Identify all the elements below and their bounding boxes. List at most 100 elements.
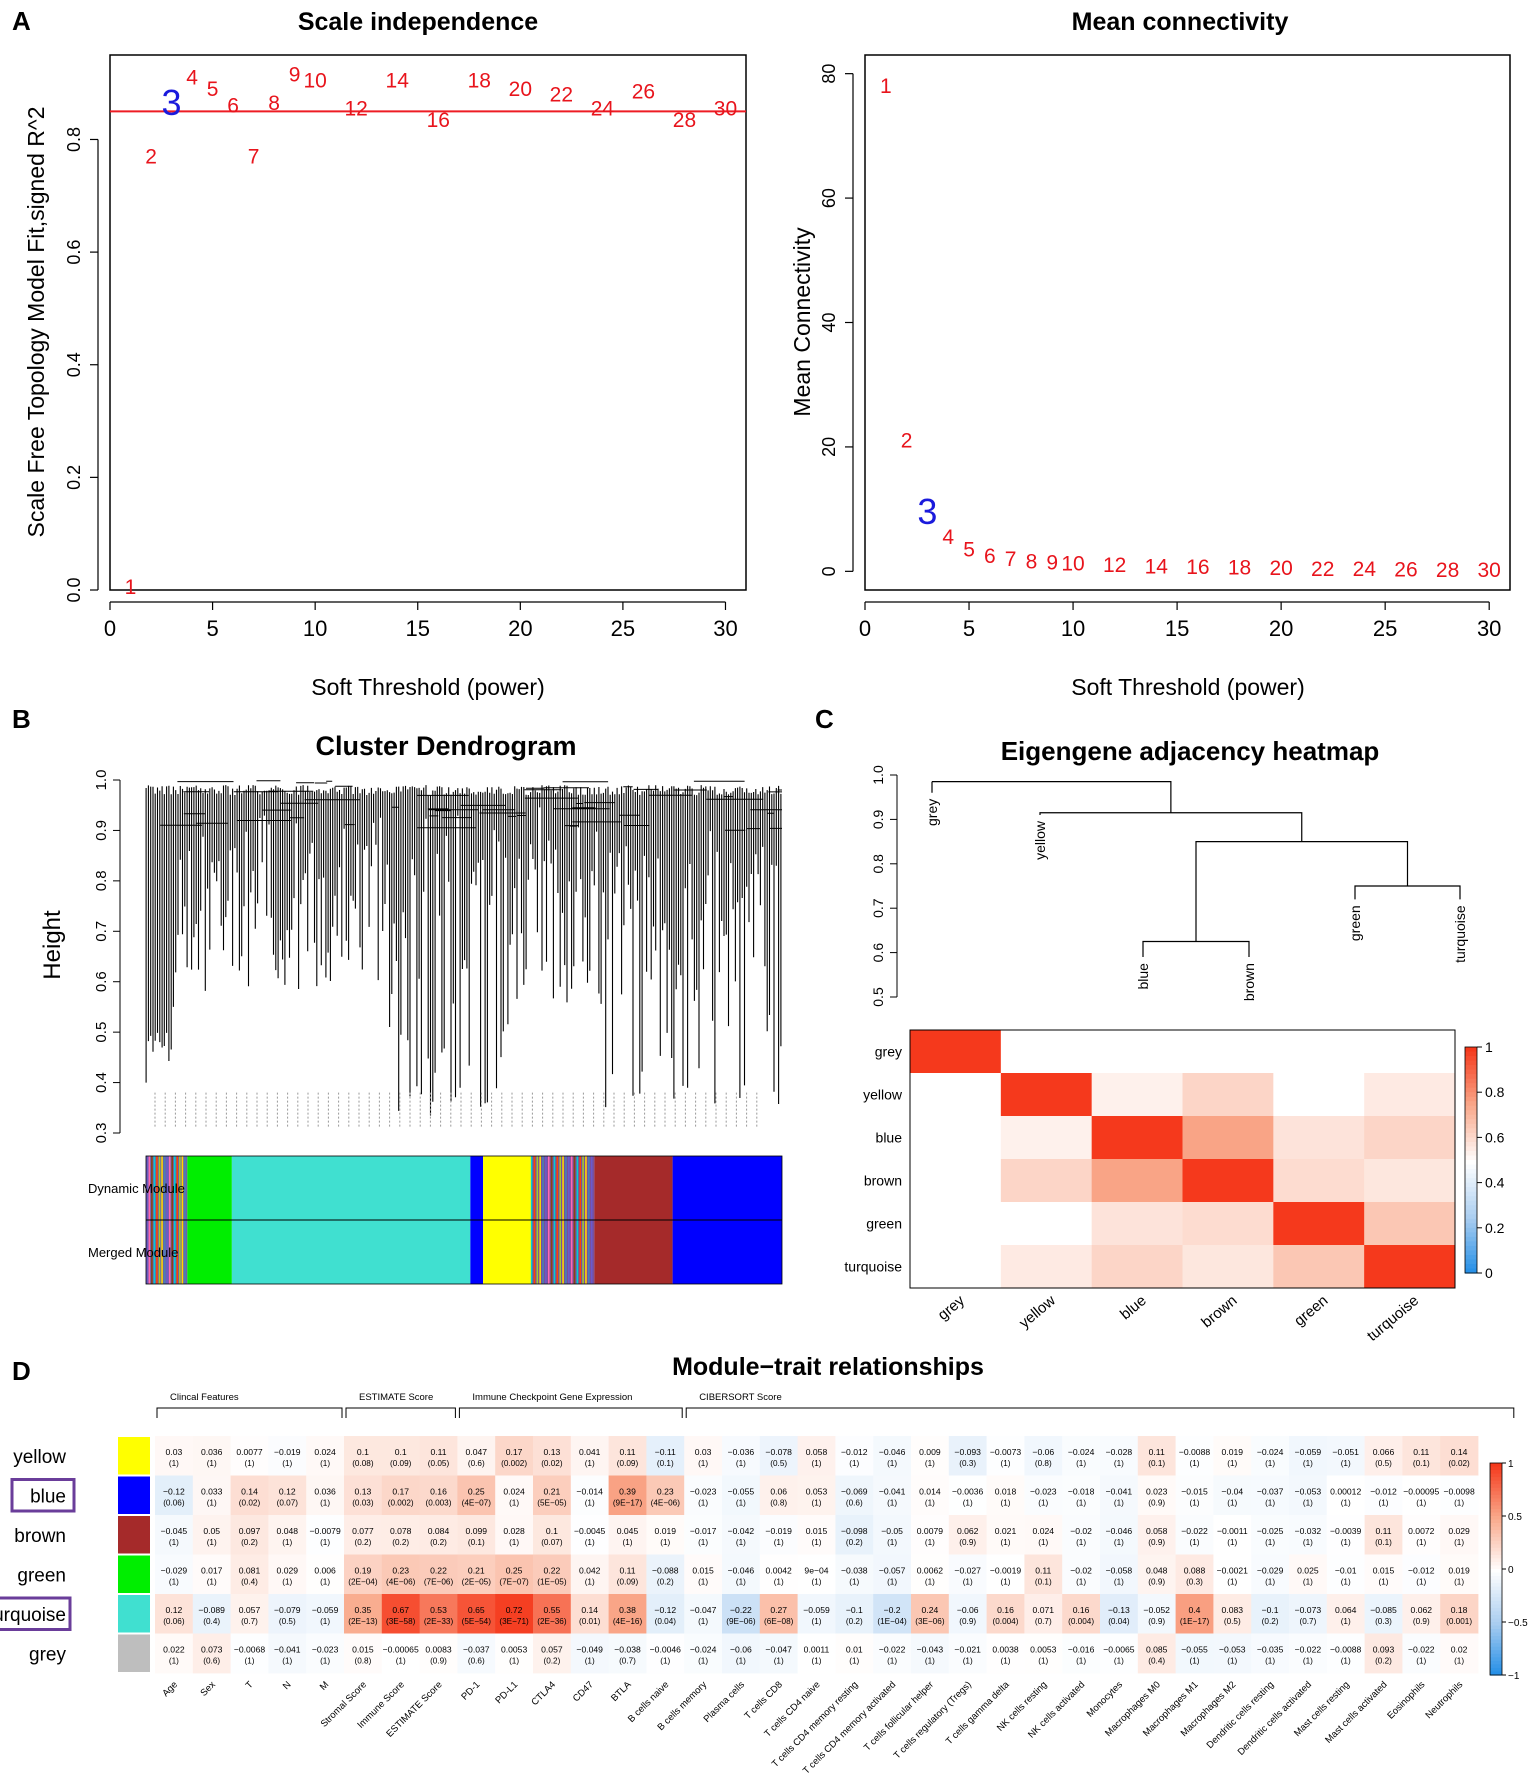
group-label: CIBERSORT Score — [699, 1392, 782, 1403]
trait-cell — [835, 1475, 874, 1516]
trait-cell — [1024, 1515, 1063, 1555]
trait-cell-value: −0.088 — [652, 1565, 679, 1575]
dendro-axis-label: 1.0 — [870, 765, 886, 785]
group-label: ESTIMATE Score — [359, 1392, 433, 1403]
trait-cell — [1175, 1554, 1214, 1595]
trait-cell-pvalue: (1) — [1265, 1656, 1275, 1665]
trait-cell-pvalue: (2E−05) — [462, 1577, 492, 1586]
scale-independence-plot-frame — [109, 54, 747, 591]
colorbar-step — [1465, 1268, 1477, 1274]
heatmap-col-label-grey: grey — [935, 1292, 969, 1324]
trait-cell-pvalue: (0.3) — [959, 1459, 976, 1468]
trait-label: T cells follicular helper — [862, 1679, 936, 1753]
trait-cell-pvalue: (1) — [1378, 1577, 1388, 1586]
trait-cell — [948, 1436, 987, 1476]
trait-cell-pvalue: (1) — [1114, 1577, 1124, 1586]
trait-cell-pvalue: (1) — [1076, 1459, 1086, 1468]
module-swatch-blue — [118, 1476, 150, 1514]
colorbar-step — [1490, 1512, 1502, 1517]
trait-cell-pvalue: (1) — [1341, 1656, 1351, 1665]
heatmap-col-label-green: green — [1291, 1292, 1331, 1330]
trait-cell-pvalue: (1) — [509, 1538, 519, 1547]
trait-cell-pvalue: (0.04) — [1108, 1617, 1130, 1626]
mean-connectivity-y-label: Mean Connectivity — [789, 227, 815, 417]
trait-label: Plasma cells — [702, 1679, 748, 1725]
adjacency-cell — [1364, 1202, 1456, 1246]
trait-cell-pvalue: (0.002) — [388, 1498, 414, 1507]
trait-cell-pvalue: (1) — [1416, 1498, 1426, 1507]
trait-cell-value: 0.11 — [1375, 1526, 1391, 1536]
trait-cell-value: 0.085 — [1146, 1644, 1168, 1654]
trait-cell — [797, 1436, 836, 1476]
colorbar-step — [1465, 1236, 1477, 1242]
trait-cell — [268, 1475, 307, 1516]
trait-cell — [570, 1515, 609, 1555]
point-label-8: 8 — [268, 92, 280, 115]
trait-cell-pvalue: (1) — [320, 1459, 330, 1468]
colorbar-step — [1490, 1572, 1502, 1577]
adjacency-cell — [910, 1245, 1002, 1289]
trait-cell-value: 0.13 — [355, 1486, 372, 1496]
trait-cell-pvalue: (4E−06) — [386, 1577, 416, 1586]
heatmap-col-label-turquoise: turquoise — [1364, 1292, 1422, 1345]
trait-cell-pvalue: (1) — [963, 1577, 973, 1586]
colorbar-tick-label: 0.6 — [1485, 1129, 1505, 1145]
trait-cell-pvalue: (0.2) — [241, 1538, 258, 1547]
trait-cell-pvalue: (0.6) — [468, 1656, 485, 1665]
adjacency-cell — [1182, 1245, 1274, 1289]
trait-cell-value: −0.043 — [917, 1644, 944, 1654]
trait-cell-value: 0.38 — [619, 1605, 636, 1615]
trait-cell-value: 0.058 — [806, 1447, 828, 1457]
trait-cell — [457, 1554, 496, 1595]
trait-cell-value: 0.14 — [581, 1605, 598, 1615]
trait-cell-value: −0.046 — [1106, 1526, 1133, 1536]
colorbar-tick-label: 0.4 — [1485, 1175, 1505, 1191]
trait-cell — [381, 1594, 420, 1634]
trait-cell-pvalue: (0.7) — [619, 1656, 636, 1665]
colorbar-step — [1465, 1182, 1477, 1188]
adjacency-cell — [1182, 1202, 1274, 1246]
trait-cell — [1100, 1633, 1139, 1674]
x-tick-label: 0 — [104, 616, 116, 641]
trait-cell — [1062, 1515, 1101, 1555]
trait-label: Monocytes — [1085, 1679, 1125, 1719]
trait-cell — [570, 1475, 609, 1516]
trait-label: Age — [160, 1679, 180, 1699]
trait-cell-pvalue: (0.07) — [277, 1498, 299, 1507]
point-label-3: 3 — [162, 82, 182, 123]
trait-cell — [1137, 1515, 1176, 1555]
trait-cell-pvalue: (0.1) — [1375, 1538, 1392, 1547]
trait-cell-pvalue: (0.9) — [1148, 1617, 1165, 1626]
colorbar-step — [1490, 1470, 1502, 1475]
trait-cell-pvalue: (1) — [1114, 1498, 1124, 1507]
trait-cell-pvalue: (1) — [1114, 1538, 1124, 1547]
trait-cell-pvalue: (5E−54) — [462, 1617, 492, 1626]
trait-cell — [684, 1594, 723, 1634]
trait-cell-value: 9e−04 — [804, 1565, 828, 1575]
trait-cell-value: 0.17 — [506, 1447, 523, 1457]
trait-cell-value: 0.062 — [1411, 1605, 1433, 1615]
trait-cell-pvalue: (0.4) — [1148, 1656, 1165, 1665]
trait-cell — [570, 1633, 609, 1674]
eigengene-leaf-label-turquoise: turquoise — [1452, 905, 1468, 963]
trait-cell-pvalue: (1) — [698, 1498, 708, 1507]
trait-cell — [230, 1594, 269, 1634]
y-tick-label: 0.8 — [64, 127, 84, 152]
trait-cell — [948, 1594, 987, 1634]
trait-cell — [608, 1594, 647, 1634]
adjacency-cell — [1000, 1245, 1093, 1289]
x-tick-label: 25 — [1373, 616, 1397, 641]
trait-cell-value: 0.17 — [392, 1486, 409, 1496]
trait-cell-pvalue: (1) — [169, 1656, 179, 1665]
trait-cell-pvalue: (0.2) — [657, 1577, 674, 1586]
trait-cell — [268, 1633, 307, 1674]
trait-cell — [533, 1515, 572, 1555]
trait-cell-value: −0.024 — [1257, 1447, 1284, 1457]
colorbar-step — [1490, 1653, 1502, 1658]
trait-cell-pvalue: (1) — [925, 1459, 935, 1468]
trait-cell — [1440, 1515, 1479, 1555]
trait-cell-value: 0.53 — [430, 1605, 447, 1615]
trait-cell-pvalue: (1) — [1454, 1577, 1464, 1586]
trait-cell-pvalue: (1) — [698, 1577, 708, 1586]
